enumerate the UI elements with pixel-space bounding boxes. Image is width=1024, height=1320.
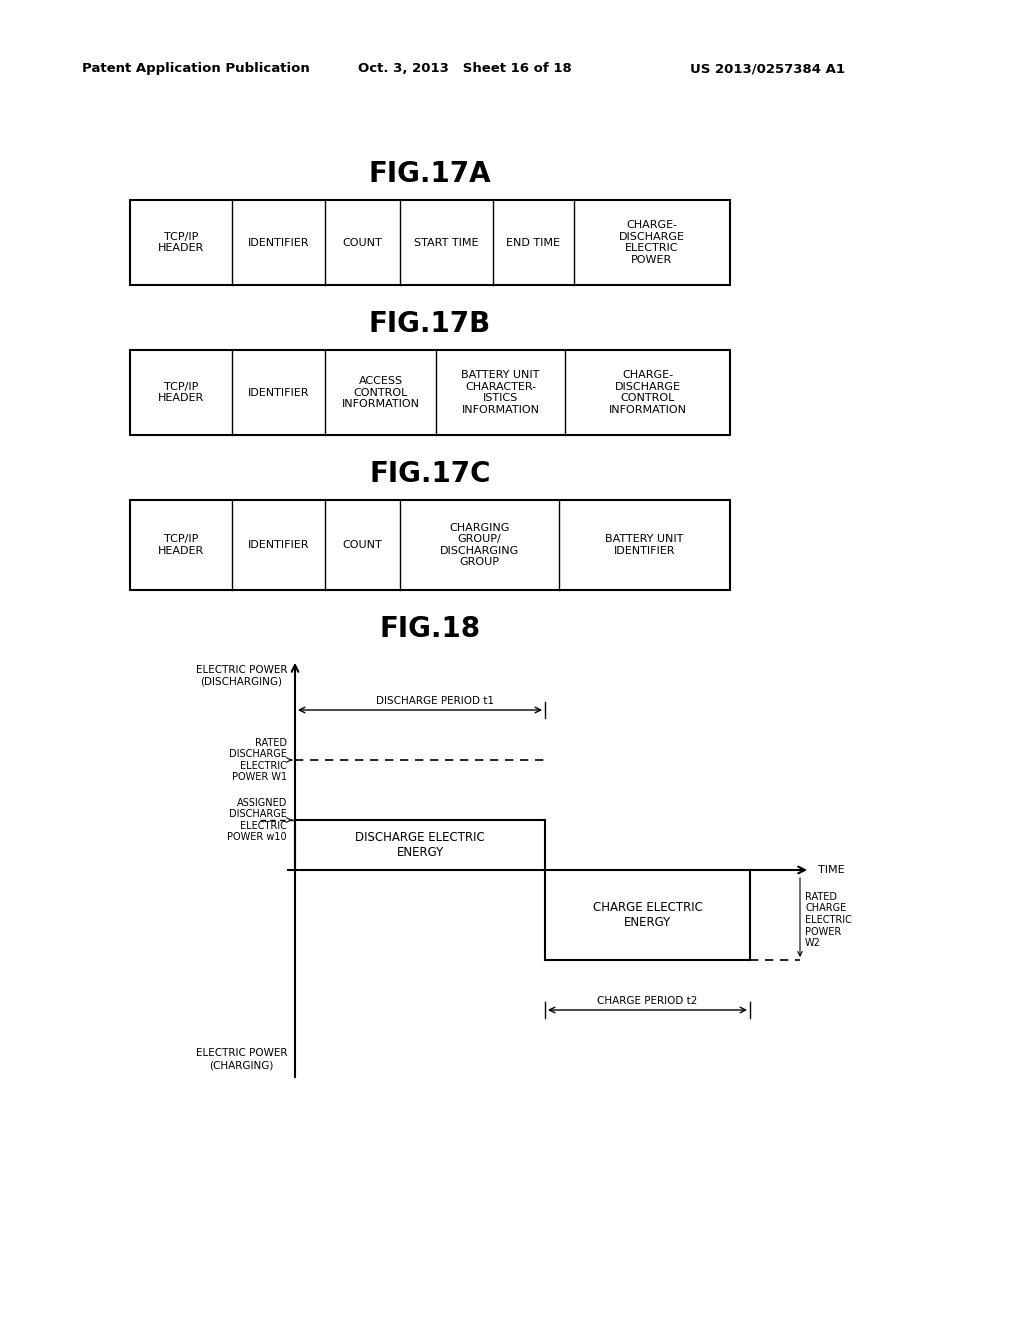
Text: IDENTIFIER: IDENTIFIER — [248, 540, 309, 550]
Text: ACCESS
CONTROL
INFORMATION: ACCESS CONTROL INFORMATION — [341, 376, 420, 409]
Bar — [130, 201, 730, 285]
Text: BATTERY UNIT
CHARACTER-
ISTICS
INFORMATION: BATTERY UNIT CHARACTER- ISTICS INFORMATI… — [462, 370, 540, 414]
Text: FIG.18: FIG.18 — [380, 615, 480, 643]
Text: DISCHARGE ELECTRIC
ENERGY: DISCHARGE ELECTRIC ENERGY — [355, 832, 485, 859]
Text: FIG.17B: FIG.17B — [369, 310, 492, 338]
Text: CHARGING
GROUP/
DISCHARGING
GROUP: CHARGING GROUP/ DISCHARGING GROUP — [440, 523, 519, 568]
Text: ASSIGNED
DISCHARGE
ELECTRIC
POWER w10: ASSIGNED DISCHARGE ELECTRIC POWER w10 — [227, 797, 287, 842]
Text: COUNT: COUNT — [343, 540, 382, 550]
Text: TIME: TIME — [818, 865, 845, 875]
Text: CHARGE ELECTRIC
ENERGY: CHARGE ELECTRIC ENERGY — [593, 902, 702, 929]
Text: IDENTIFIER: IDENTIFIER — [248, 388, 309, 397]
Text: TCP/IP
HEADER: TCP/IP HEADER — [158, 232, 204, 253]
Text: RATED
CHARGE
ELECTRIC
POWER
W2: RATED CHARGE ELECTRIC POWER W2 — [805, 892, 852, 948]
Text: TCP/IP
HEADER: TCP/IP HEADER — [158, 381, 204, 404]
Text: FIG.17C: FIG.17C — [370, 459, 490, 488]
Text: CHARGE PERIOD t2: CHARGE PERIOD t2 — [597, 997, 697, 1006]
Text: ELECTRIC POWER
(CHARGING): ELECTRIC POWER (CHARGING) — [196, 1048, 287, 1071]
Text: DISCHARGE PERIOD t1: DISCHARGE PERIOD t1 — [376, 696, 494, 706]
Text: RATED
DISCHARGE
ELECTRIC
POWER W1: RATED DISCHARGE ELECTRIC POWER W1 — [229, 738, 287, 783]
Text: FIG.17A: FIG.17A — [369, 160, 492, 187]
Text: CHARGE-
DISCHARGE
ELECTRIC
POWER: CHARGE- DISCHARGE ELECTRIC POWER — [618, 220, 685, 265]
Text: ELECTRIC POWER
(DISCHARGING): ELECTRIC POWER (DISCHARGING) — [196, 665, 287, 686]
Text: Oct. 3, 2013   Sheet 16 of 18: Oct. 3, 2013 Sheet 16 of 18 — [358, 62, 571, 75]
Text: BATTERY UNIT
IDENTIFIER: BATTERY UNIT IDENTIFIER — [605, 535, 684, 556]
Bar — [130, 500, 730, 590]
Text: US 2013/0257384 A1: US 2013/0257384 A1 — [690, 62, 845, 75]
Text: COUNT: COUNT — [343, 238, 382, 248]
Text: END TIME: END TIME — [507, 238, 560, 248]
Text: Patent Application Publication: Patent Application Publication — [82, 62, 309, 75]
Text: IDENTIFIER: IDENTIFIER — [248, 238, 309, 248]
Text: START TIME: START TIME — [415, 238, 479, 248]
Text: CHARGE-
DISCHARGE
CONTROL
INFORMATION: CHARGE- DISCHARGE CONTROL INFORMATION — [608, 370, 686, 414]
Bar — [130, 350, 730, 436]
Text: TCP/IP
HEADER: TCP/IP HEADER — [158, 535, 204, 556]
